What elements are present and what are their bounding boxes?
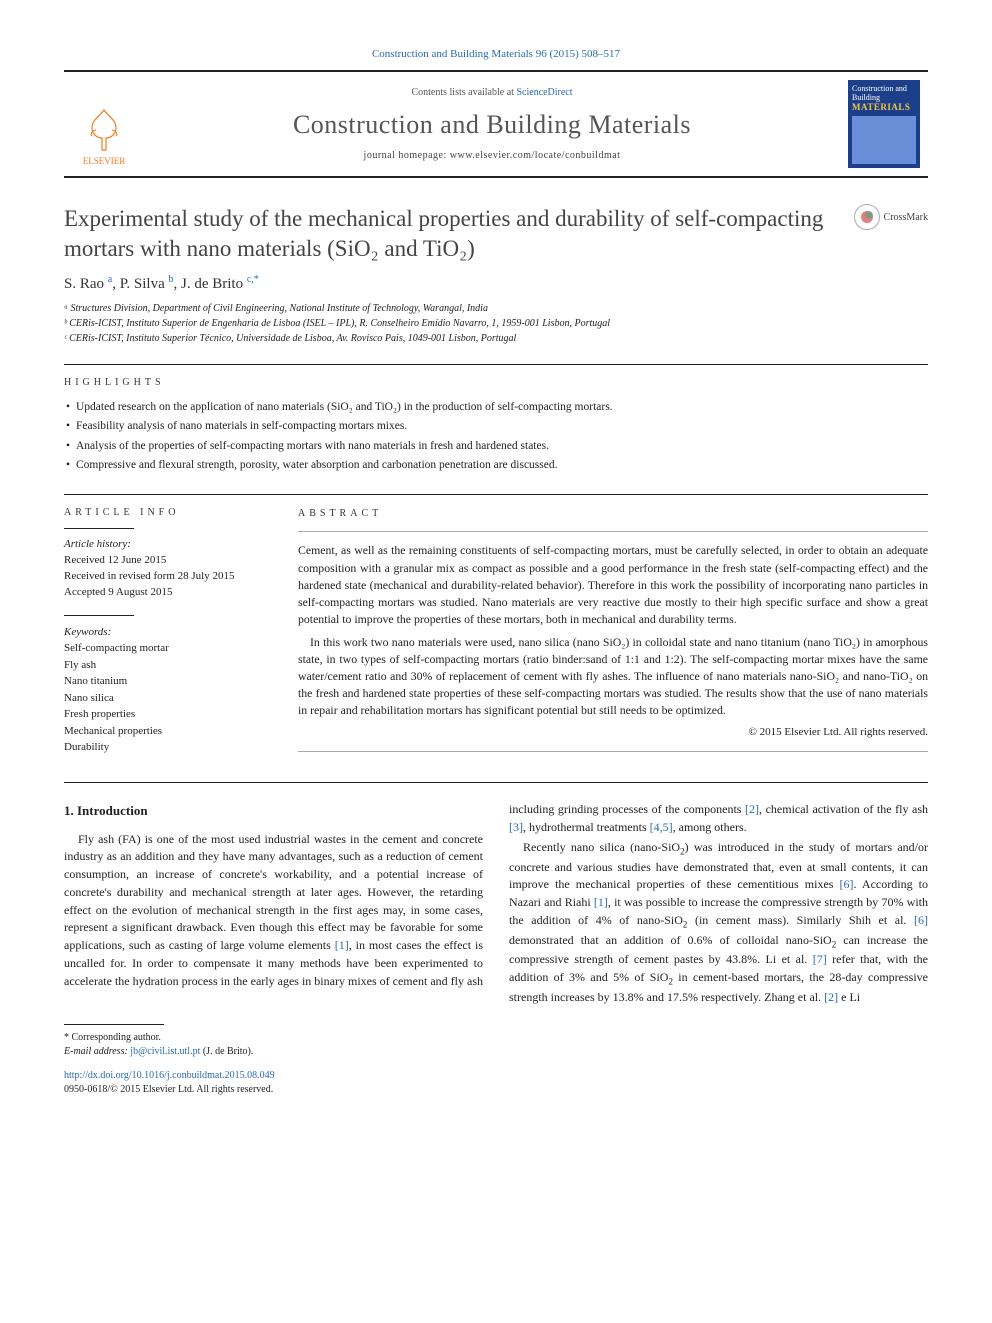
keyword: Fresh properties: [64, 706, 270, 723]
email-link[interactable]: jb@civil.ist.utl.pt: [130, 1046, 200, 1057]
keyword: Durability: [64, 739, 270, 756]
affiliation: ᵇ CERis-ICIST, Instituto Superior de Eng…: [64, 316, 928, 331]
journal-name: Construction and Building Materials: [154, 110, 830, 140]
elsevier-tree-icon: [80, 106, 128, 154]
issn-line: 0950-0618/© 2015 Elsevier Ltd. All right…: [64, 1083, 928, 1097]
author-list: S. Rao a, P. Silva b, J. de Brito c,*: [64, 274, 928, 293]
corresponding-author: * Corresponding author.: [64, 1031, 928, 1045]
page-container: Construction and Building Materials 96 (…: [0, 0, 992, 1137]
abstract-label: ABSTRACT: [298, 507, 928, 522]
keyword: Nano titanium: [64, 673, 270, 690]
journal-header: ELSEVIER Contents lists available at Sci…: [64, 70, 928, 178]
citation-ref[interactable]: [7]: [813, 952, 827, 966]
citation-ref[interactable]: [6]: [840, 877, 854, 891]
history-line: Accepted 9 August 2015: [64, 585, 270, 601]
history-line: Received in revised form 28 July 2015: [64, 569, 270, 585]
history-line: Received 12 June 2015: [64, 553, 270, 569]
section-heading: 1. Introduction: [64, 801, 483, 820]
highlights-list: Updated research on the application of n…: [66, 398, 928, 476]
doi-link[interactable]: http://dx.doi.org/10.1016/j.conbuildmat.…: [64, 1069, 928, 1083]
crossmark-icon: [854, 204, 880, 230]
body-paragraph: Recently nano silica (nano-SiO2) was int…: [509, 839, 928, 1007]
abstract-paragraph: In this work two nano materials were use…: [298, 634, 928, 719]
article-info-label: ARTICLE INFO: [64, 507, 270, 518]
highlight-item: Analysis of the properties of self-compa…: [66, 437, 928, 457]
highlight-item: Updated research on the application of n…: [66, 398, 928, 418]
citation-ref[interactable]: [1]: [335, 938, 349, 952]
body-text: 1. Introduction Fly ash (FA) is one of t…: [64, 801, 928, 1006]
affiliations: ᵃ Structures Division, Department of Civ…: [64, 301, 928, 346]
affiliation: ᵃ Structures Division, Department of Civ…: [64, 301, 928, 316]
keyword: Self-compacting mortar: [64, 640, 270, 657]
sciencedirect-link[interactable]: ScienceDirect: [516, 87, 572, 98]
abstract-paragraph: Cement, as well as the remaining constit…: [298, 542, 928, 627]
citation-ref[interactable]: [2]: [745, 802, 759, 816]
highlight-item: Compressive and flexural strength, poros…: [66, 456, 928, 476]
homepage-url[interactable]: www.elsevier.com/locate/conbuildmat: [450, 150, 621, 161]
citation-ref[interactable]: [3]: [509, 820, 523, 834]
elsevier-logo: ELSEVIER: [64, 72, 144, 176]
keywords-block: Keywords: Self-compacting mortar Fly ash…: [64, 624, 270, 756]
highlight-item: Feasibility analysis of nano materials i…: [66, 417, 928, 437]
keyword: Fly ash: [64, 657, 270, 674]
citation-ref[interactable]: [1]: [594, 895, 608, 909]
keyword: Nano silica: [64, 690, 270, 707]
citation-ref[interactable]: [2]: [824, 990, 838, 1004]
citation-line: Construction and Building Materials 96 (…: [64, 48, 928, 60]
email-line: E-mail address: jb@civil.ist.utl.pt (J. …: [64, 1045, 928, 1059]
history-label: Article history:: [64, 537, 270, 553]
affiliation: ᶜ CERis-ICIST, Instituto Superior Técnic…: [64, 331, 928, 346]
citation-ref[interactable]: [4,5]: [650, 820, 673, 834]
highlights-label: HIGHLIGHTS: [64, 377, 928, 388]
journal-homepage: journal homepage: www.elsevier.com/locat…: [154, 150, 830, 161]
abstract-column: ABSTRACT Cement, as well as the remainin…: [298, 507, 928, 762]
journal-cover-thumb: Construction and Building MATERIALS: [848, 80, 920, 168]
doi-block: http://dx.doi.org/10.1016/j.conbuildmat.…: [64, 1069, 928, 1097]
crossmark-badge[interactable]: CrossMark: [854, 204, 928, 230]
elsevier-label: ELSEVIER: [83, 156, 126, 166]
contents-available-line: Contents lists available at ScienceDirec…: [154, 87, 830, 98]
footnotes: * Corresponding author. E-mail address: …: [64, 1031, 928, 1059]
article-info-column: ARTICLE INFO Article history: Received 1…: [64, 507, 270, 762]
article-title: Experimental study of the mechanical pro…: [64, 204, 854, 264]
citation-ref[interactable]: [6]: [914, 913, 928, 927]
copyright-line: © 2015 Elsevier Ltd. All rights reserved…: [298, 725, 928, 741]
keywords-label: Keywords:: [64, 624, 270, 641]
keyword: Mechanical properties: [64, 723, 270, 740]
